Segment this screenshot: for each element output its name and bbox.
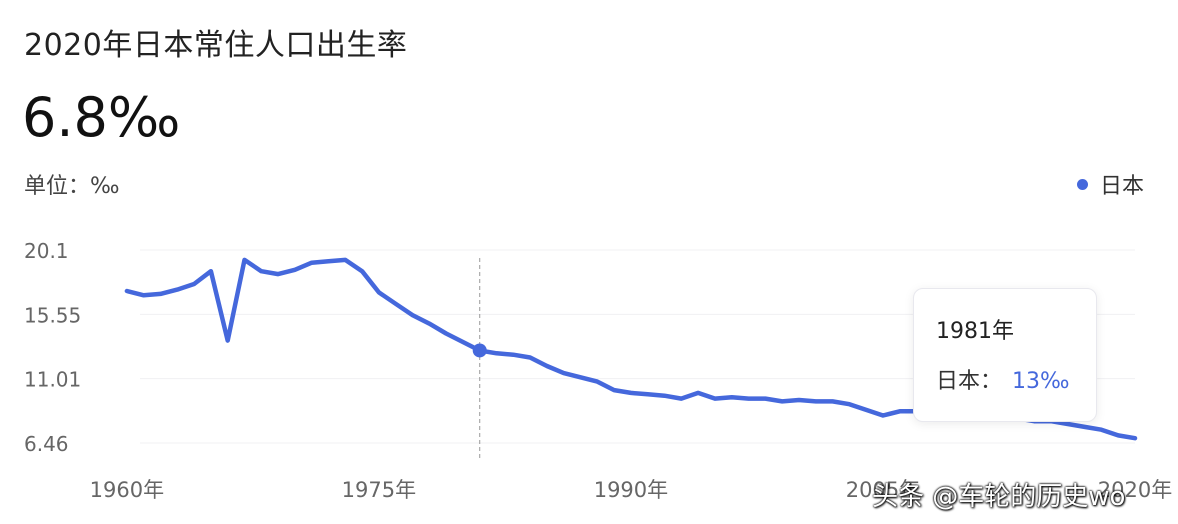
x-tick-label: 2005年 — [846, 478, 920, 502]
y-tick-label: 15.55 — [24, 303, 81, 327]
x-tick-label: 1975年 — [342, 478, 416, 502]
legend-dot-icon — [1076, 178, 1088, 190]
legend[interactable]: 日本 — [1076, 168, 1144, 200]
y-tick-label: 11.01 — [24, 368, 81, 392]
grid-lines — [140, 249, 1135, 444]
x-axis-ticks: 1960年 1975年 1990年 2005年 2020年 — [90, 478, 1173, 502]
tooltip-row: 日本： 13‰ — [936, 363, 1070, 395]
y-tick-label: 20.1 — [24, 239, 69, 263]
unit-label: 单位：‰ — [24, 174, 120, 199]
x-tick-label: 2020年 — [1098, 478, 1172, 502]
x-tick-label: 1990年 — [594, 478, 668, 502]
tooltip-value: 13‰ — [1012, 369, 1070, 394]
hover-point[interactable] — [472, 343, 487, 358]
legend-label: 日本 — [1099, 174, 1144, 199]
watermark: 头条 @车轮的历史wo — [872, 482, 1126, 512]
x-tick-label: 1960年 — [90, 478, 164, 502]
y-axis-ticks: 20.1 15.55 11.01 6.46 — [24, 239, 81, 456]
tooltip-series-label: 日本： — [936, 369, 1003, 394]
y-tick-label: 6.46 — [24, 432, 69, 456]
tooltip: 1981年 日本： 13‰ — [913, 288, 1097, 422]
headline-value: 6.8‰ — [22, 86, 181, 149]
chart-title: 2020年日本常住人口出生率 — [24, 28, 408, 63]
tooltip-year: 1981年 — [936, 319, 1014, 344]
